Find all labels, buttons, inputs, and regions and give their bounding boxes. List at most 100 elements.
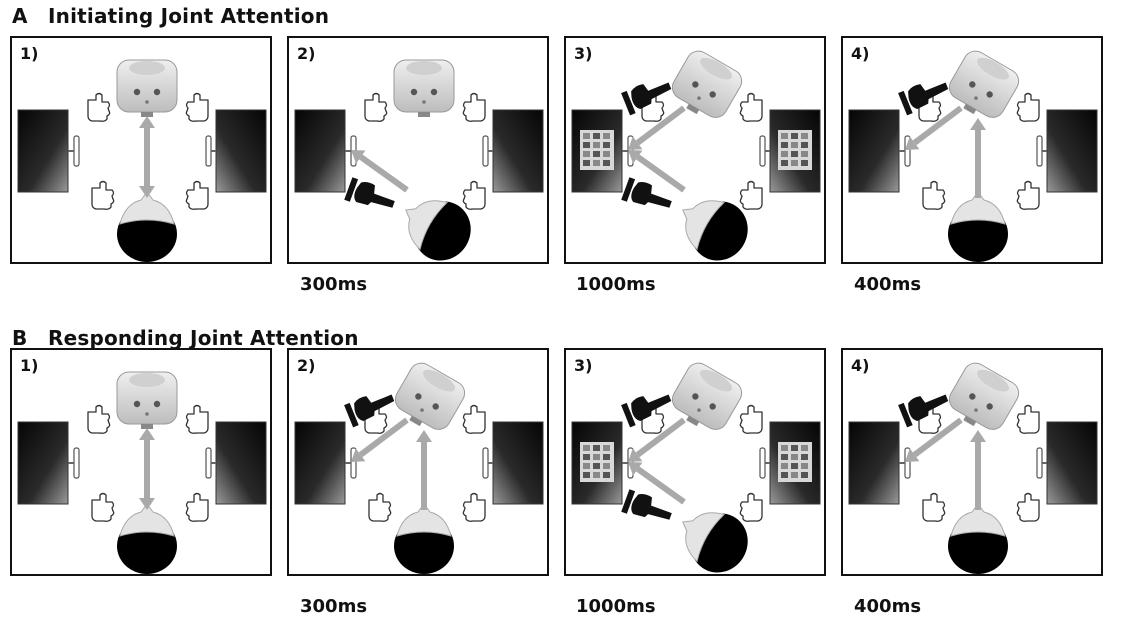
duration-b-3: 400ms [854, 596, 922, 617]
gaze-arrow-icon [628, 150, 686, 193]
hand-outline-icon [922, 492, 946, 522]
panel-scene [294, 362, 544, 574]
robot-head-icon [948, 362, 1020, 430]
hand-outline-icon [185, 180, 209, 210]
panel-number: 4) [851, 44, 870, 63]
panel-number: 1) [20, 356, 39, 375]
panel-scene [294, 59, 544, 261]
section-b-letter: B [12, 326, 28, 350]
pointing-hand-icon [898, 82, 949, 116]
gaze-arrow-icon [351, 417, 409, 462]
monitor-icon [759, 421, 821, 505]
hand-outline-icon [922, 180, 946, 210]
panel-scene [17, 371, 267, 574]
hand-outline-icon [739, 180, 763, 210]
hand-outline-icon [462, 92, 486, 122]
panel-number: 4) [851, 356, 870, 375]
gaze-arrow-icon [970, 430, 986, 510]
monitor-icon [482, 421, 544, 505]
panel-b-1: 1) [10, 348, 272, 576]
robot-head-icon [393, 59, 455, 117]
panel-number: 3) [574, 44, 593, 63]
panel-scene [848, 362, 1098, 574]
pointing-hand-icon [621, 489, 672, 520]
gaze-arrow-icon [351, 150, 409, 193]
panel-scene [848, 50, 1098, 262]
monitor-icon [1036, 421, 1098, 505]
pointing-hand-icon [344, 177, 395, 208]
hand-outline-icon [739, 492, 763, 522]
hand-outline-icon [1016, 180, 1040, 210]
stimulus-image-icon [778, 442, 812, 482]
panel-b-2: 2) [287, 348, 549, 576]
duration-b-1: 300ms [300, 596, 368, 617]
hand-outline-icon [462, 404, 486, 434]
hand-outline-icon [462, 492, 486, 522]
stimulus-image-icon [580, 130, 614, 170]
hand-outline-icon [462, 180, 486, 210]
pointing-hand-icon [621, 177, 672, 208]
hand-outline-icon [91, 180, 115, 210]
stimulus-image-icon [580, 442, 614, 482]
panel-a-2: 2) [287, 36, 549, 264]
hand-outline-icon [739, 404, 763, 434]
panel-b-3: 3) [564, 348, 826, 576]
gaze-arrow-icon [139, 116, 155, 198]
panel-b-4: 4) [841, 348, 1103, 576]
hand-outline-icon [87, 404, 111, 434]
monitor-icon [571, 421, 634, 505]
robot-head-icon [671, 362, 743, 430]
duration-b-2: 1000ms [576, 596, 656, 617]
hand-outline-icon [91, 492, 115, 522]
hand-outline-icon [1016, 92, 1040, 122]
duration-a-1: 300ms [300, 274, 368, 295]
gaze-arrow-icon [416, 430, 432, 510]
gaze-arrow-icon [970, 118, 986, 198]
monitor-icon [848, 109, 911, 193]
hand-outline-icon [185, 492, 209, 522]
panel-a-3: 3) [564, 36, 826, 264]
panel-scene [17, 59, 267, 262]
hand-outline-icon [185, 404, 209, 434]
monitor-icon [17, 421, 80, 505]
hand-outline-icon [364, 92, 388, 122]
section-b-title-text: Responding Joint Attention [48, 326, 359, 350]
monitor-icon [205, 109, 267, 193]
human-head-icon [682, 512, 748, 573]
section-b-title: B Responding Joint Attention [12, 326, 359, 350]
monitor-icon [759, 109, 821, 193]
section-a-title-text: Initiating Joint Attention [48, 4, 330, 28]
human-head-icon [405, 200, 471, 261]
monitor-icon [1036, 109, 1098, 193]
robot-head-icon [394, 362, 466, 430]
human-head-icon [682, 200, 748, 261]
hand-outline-icon [1016, 492, 1040, 522]
monitor-icon [294, 109, 357, 193]
panel-number: 3) [574, 356, 593, 375]
stimulus-image-icon [778, 130, 812, 170]
panel-number: 2) [297, 356, 316, 375]
robot-head-icon [948, 50, 1020, 118]
gaze-arrow-icon [139, 428, 155, 510]
human-head-icon [117, 191, 177, 262]
pointing-hand-icon [898, 394, 949, 428]
monitor-icon [571, 109, 634, 193]
panel-scene [571, 362, 821, 573]
duration-a-3: 400ms [854, 274, 922, 295]
human-head-icon [948, 503, 1008, 574]
hand-outline-icon [87, 92, 111, 122]
robot-head-icon [116, 371, 178, 429]
hand-outline-icon [1016, 404, 1040, 434]
panel-number: 1) [20, 44, 39, 63]
monitor-icon [848, 421, 911, 505]
monitor-icon [17, 109, 80, 193]
hand-outline-icon [739, 92, 763, 122]
robot-head-icon [671, 50, 743, 118]
panel-a-4: 4) [841, 36, 1103, 264]
human-head-icon [394, 503, 454, 574]
human-head-icon [117, 503, 177, 574]
panel-scene [571, 50, 821, 261]
monitor-icon [482, 109, 544, 193]
duration-a-2: 1000ms [576, 274, 656, 295]
panel-number: 2) [297, 44, 316, 63]
